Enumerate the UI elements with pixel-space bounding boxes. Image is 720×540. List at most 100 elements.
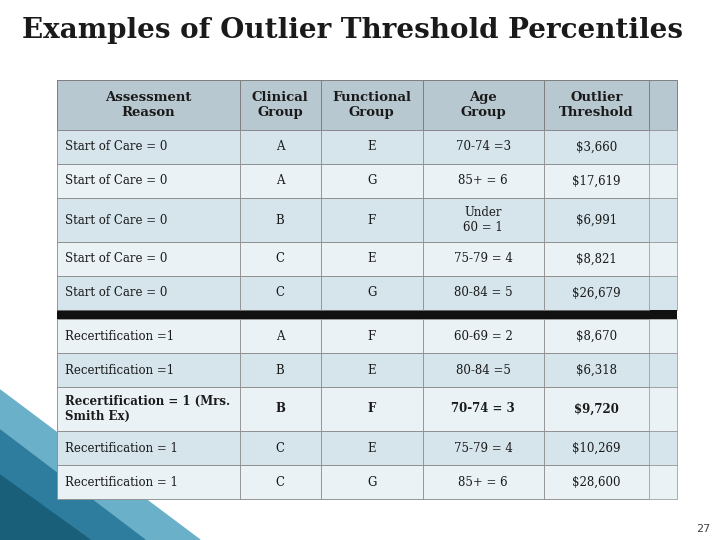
Bar xyxy=(57,80,240,130)
Bar xyxy=(57,431,677,465)
Bar xyxy=(57,164,240,198)
Text: F: F xyxy=(367,329,376,342)
Text: G: G xyxy=(367,174,377,187)
Text: 85+ = 6: 85+ = 6 xyxy=(459,476,508,489)
Text: $17,619: $17,619 xyxy=(572,174,621,187)
Bar xyxy=(240,80,320,130)
Bar xyxy=(544,198,649,242)
Bar xyxy=(57,198,677,242)
Text: $8,670: $8,670 xyxy=(576,329,617,342)
Bar xyxy=(240,242,320,276)
Bar xyxy=(320,431,423,465)
Bar xyxy=(320,465,423,499)
Bar xyxy=(423,465,544,499)
Text: Recertification =1: Recertification =1 xyxy=(65,329,174,342)
Text: B: B xyxy=(276,213,284,226)
Text: 70-74 =3: 70-74 =3 xyxy=(456,140,510,153)
Text: $28,600: $28,600 xyxy=(572,476,621,489)
Text: 75-79 = 4: 75-79 = 4 xyxy=(454,253,513,266)
Bar xyxy=(544,431,649,465)
Text: $6,318: $6,318 xyxy=(576,363,617,376)
Text: Start of Care = 0: Start of Care = 0 xyxy=(65,140,167,153)
Text: E: E xyxy=(367,140,376,153)
Text: Functional
Group: Functional Group xyxy=(332,91,411,119)
Bar xyxy=(57,465,240,499)
Bar xyxy=(544,353,649,387)
Text: A: A xyxy=(276,174,284,187)
Text: Start of Care = 0: Start of Care = 0 xyxy=(65,253,167,266)
Bar xyxy=(544,387,649,431)
Text: C: C xyxy=(276,442,284,455)
Bar xyxy=(57,276,677,310)
Text: C: C xyxy=(276,253,284,266)
Bar xyxy=(240,353,320,387)
Bar xyxy=(423,198,544,242)
Polygon shape xyxy=(0,390,200,540)
Text: 60-69 = 2: 60-69 = 2 xyxy=(454,329,513,342)
Bar xyxy=(544,130,649,164)
Text: A: A xyxy=(276,329,284,342)
Bar xyxy=(240,387,320,431)
Bar xyxy=(423,319,544,353)
Bar xyxy=(423,130,544,164)
Text: 85+ = 6: 85+ = 6 xyxy=(459,174,508,187)
Text: Start of Care = 0: Start of Care = 0 xyxy=(65,287,167,300)
Bar xyxy=(320,242,423,276)
Text: E: E xyxy=(367,253,376,266)
Bar xyxy=(57,465,677,499)
Bar xyxy=(57,130,240,164)
Text: G: G xyxy=(367,476,377,489)
Text: Under
60 = 1: Under 60 = 1 xyxy=(464,206,503,234)
Text: Recertification = 1: Recertification = 1 xyxy=(65,442,178,455)
Bar xyxy=(423,387,544,431)
Bar xyxy=(423,276,544,310)
Bar xyxy=(240,276,320,310)
Text: $8,821: $8,821 xyxy=(576,253,617,266)
Bar xyxy=(57,319,677,353)
Text: $10,269: $10,269 xyxy=(572,442,621,455)
Bar xyxy=(320,198,423,242)
Text: Recertification =1: Recertification =1 xyxy=(65,363,174,376)
Text: E: E xyxy=(367,363,376,376)
Bar xyxy=(57,353,677,387)
Text: Assessment
Reason: Assessment Reason xyxy=(105,91,192,119)
Text: Start of Care = 0: Start of Care = 0 xyxy=(65,174,167,187)
Text: B: B xyxy=(276,363,284,376)
Text: 80-84 = 5: 80-84 = 5 xyxy=(454,287,513,300)
Text: $3,660: $3,660 xyxy=(576,140,617,153)
Bar xyxy=(423,242,544,276)
Bar xyxy=(544,164,649,198)
Bar xyxy=(320,319,423,353)
Bar xyxy=(57,319,240,353)
Text: Recertification = 1 (Mrs.
Smith Ex): Recertification = 1 (Mrs. Smith Ex) xyxy=(65,395,230,423)
Text: $6,991: $6,991 xyxy=(576,213,617,226)
Bar xyxy=(320,164,423,198)
Text: Examples of Outlier Threshold Percentiles: Examples of Outlier Threshold Percentile… xyxy=(22,17,683,44)
Text: 75-79 = 4: 75-79 = 4 xyxy=(454,442,513,455)
Text: B: B xyxy=(275,402,285,415)
Text: $26,679: $26,679 xyxy=(572,287,621,300)
Bar xyxy=(57,80,677,130)
Text: Outlier
Threshold: Outlier Threshold xyxy=(559,91,634,119)
Text: G: G xyxy=(367,287,377,300)
Bar xyxy=(240,431,320,465)
Bar xyxy=(423,353,544,387)
Text: 27: 27 xyxy=(696,524,710,534)
Text: $9,720: $9,720 xyxy=(574,402,618,415)
Bar xyxy=(57,130,677,164)
Bar xyxy=(240,465,320,499)
Bar xyxy=(320,130,423,164)
Text: Age
Group: Age Group xyxy=(460,91,506,119)
Bar xyxy=(57,164,677,198)
Bar xyxy=(320,80,423,130)
Bar xyxy=(57,198,240,242)
Bar xyxy=(57,353,240,387)
Bar xyxy=(240,130,320,164)
Bar xyxy=(544,319,649,353)
Bar xyxy=(240,198,320,242)
Bar xyxy=(57,387,677,431)
Bar xyxy=(57,387,240,431)
Text: C: C xyxy=(276,287,284,300)
Text: Start of Care = 0: Start of Care = 0 xyxy=(65,213,167,226)
Bar xyxy=(320,353,423,387)
